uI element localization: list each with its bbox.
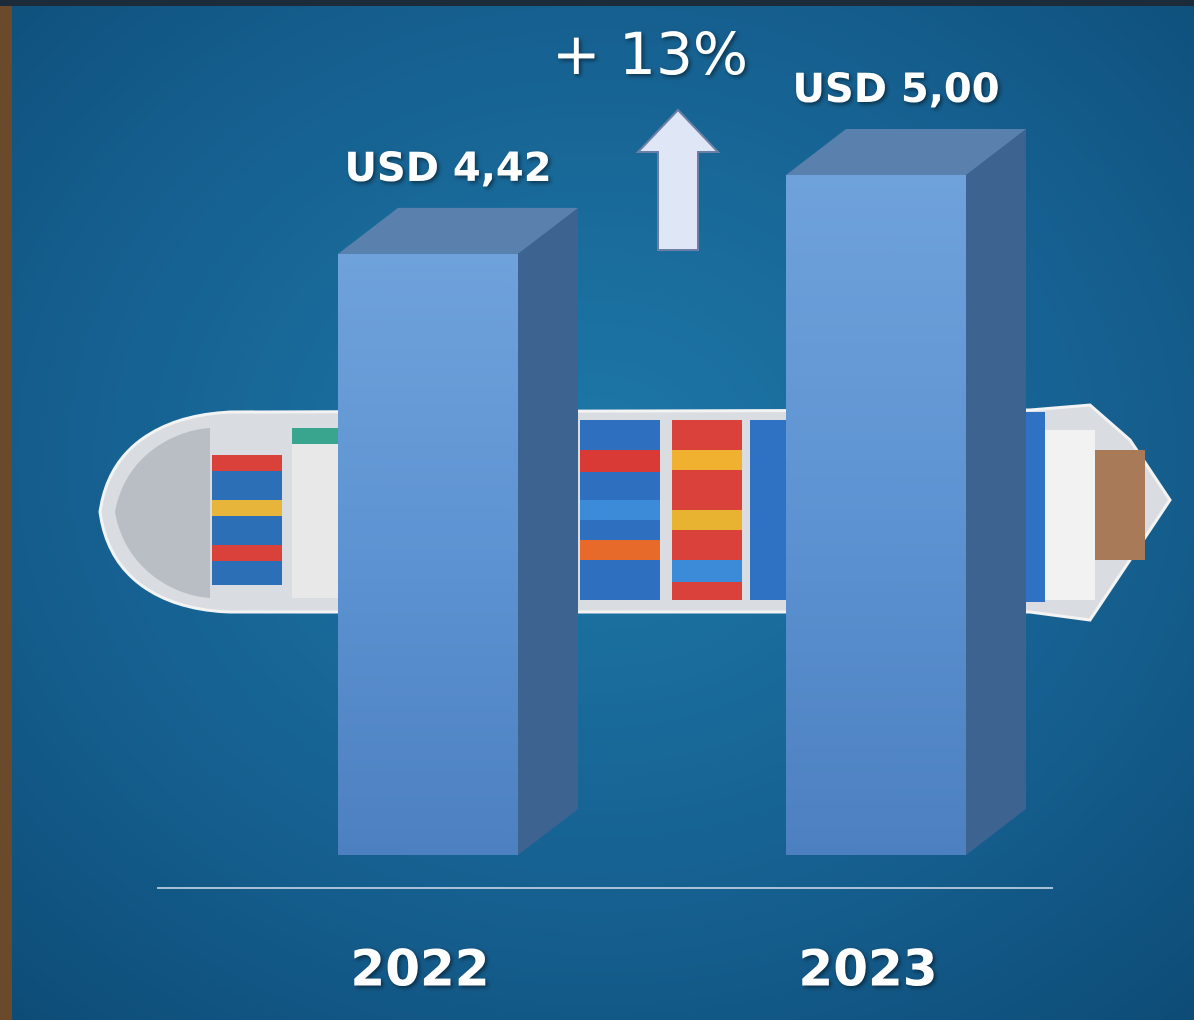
bar-top (786, 129, 1026, 175)
value-label: USD 5,00 (792, 66, 999, 112)
value-label: USD 4,42 (344, 145, 551, 191)
bar-top (338, 207, 578, 254)
bar (786, 175, 966, 855)
x-tick-label: 2023 (798, 940, 937, 998)
change-annotation: + 13% (552, 20, 748, 88)
increase-arrow (635, 108, 721, 251)
x-tick-label: 2022 (350, 940, 489, 998)
bar-side (518, 207, 578, 855)
bar (338, 253, 518, 855)
bar-side (966, 129, 1026, 855)
